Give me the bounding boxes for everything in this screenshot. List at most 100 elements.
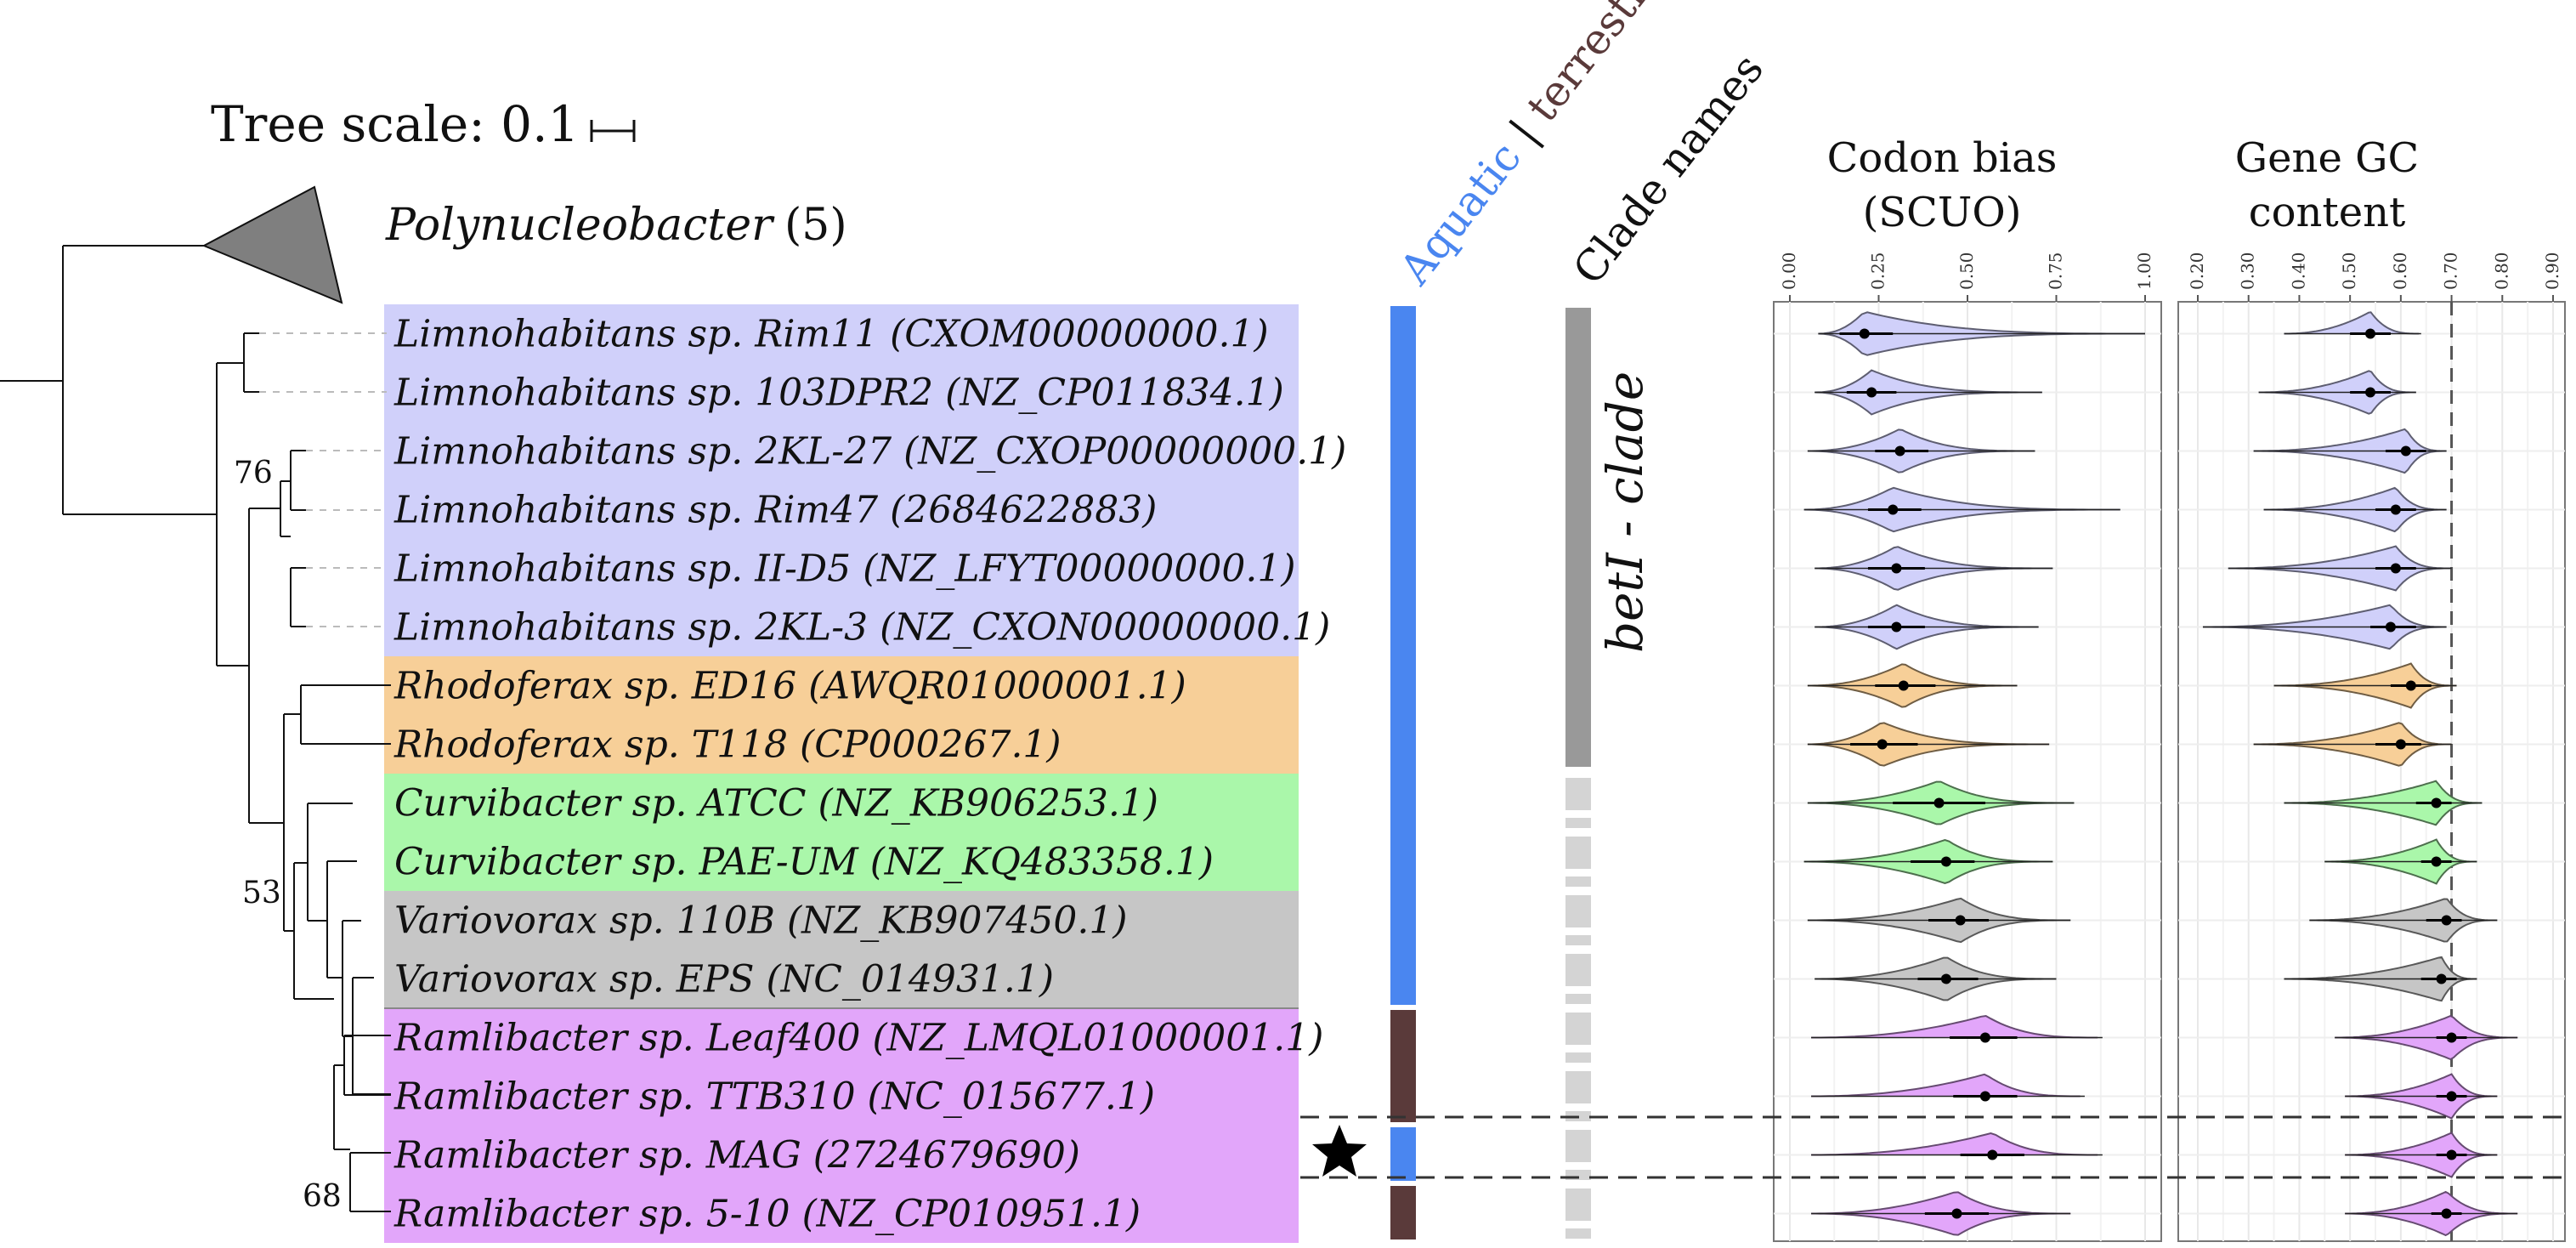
taxon-label: Curvibacter sp. PAE-UM (NZ_KQ483358.1)	[394, 841, 1214, 884]
violin-median	[2365, 387, 2376, 398]
taxon-row-bg	[384, 891, 1299, 950]
taxon-row-bg	[384, 1126, 1299, 1184]
violin-median	[1979, 1091, 1990, 1102]
codon-title-line2: (SCUO)	[1863, 189, 2022, 236]
tick-label: 0.70	[2441, 252, 2461, 290]
gc-title-line1: Gene GC	[2235, 134, 2419, 182]
taxon-label: Ramlibacter sp. MAG (2724679690)	[393, 1134, 1080, 1177]
taxon-row-bg	[384, 539, 1299, 598]
taxon-row-bg	[384, 656, 1299, 715]
taxon-row-bg	[384, 480, 1299, 539]
taxon-label: Ramlibacter sp. Leaf400 (NZ_LMQL01000001…	[393, 1017, 1323, 1060]
clade-label: betI - clade	[1596, 372, 1654, 653]
support-value-53: 53	[242, 876, 281, 910]
tree-leader-lines	[259, 332, 387, 627]
violin-median	[1859, 328, 1870, 339]
violin-median	[2390, 563, 2401, 574]
taxa-backgrounds	[384, 304, 1299, 1243]
taxon-row-bg	[384, 950, 1299, 1008]
violin-median	[1888, 504, 1899, 515]
collapsed-clade-label: Polynucleobacter (5)	[385, 200, 847, 251]
violin-median	[1940, 973, 1951, 984]
taxon-label: Limnohabitans sp. 103DPR2 (NZ_CP011834.1…	[393, 372, 1284, 415]
violin-median	[1891, 563, 1902, 574]
taxon-label: Rhodoferax sp. T118 (CP000267.1)	[393, 723, 1062, 767]
clade-bar-none	[1565, 1013, 1591, 1045]
violin-median	[1955, 915, 1966, 926]
taxon-row-bg	[384, 598, 1299, 656]
codon-bias-panel: 0.00 0.25 0.50 0.75 1.00	[1773, 252, 2162, 1242]
violin-median	[1940, 856, 1951, 867]
violin	[2284, 311, 2420, 335]
violin-median	[1891, 621, 1902, 633]
violin-median	[1894, 445, 1905, 457]
violin-median	[2390, 504, 2401, 515]
tick-label: 0.80	[2491, 252, 2511, 290]
collapsed-clade-triangle	[201, 185, 343, 304]
taxon-row-bg	[384, 1184, 1299, 1243]
taxon-label: Limnohabitans sp. II-D5 (NZ_LFYT00000000…	[393, 547, 1296, 591]
violin-median	[2400, 445, 2411, 457]
tree-branches	[0, 245, 391, 1212]
violin-median	[2431, 797, 2442, 808]
tree-scale-label: Tree scale: 0.1	[211, 95, 579, 153]
violin-median	[2446, 1032, 2457, 1043]
habitat-block-aquatic	[1390, 306, 1416, 1005]
habitat-block-aquatic	[1390, 1127, 1416, 1181]
habitat-block-terrestrial	[1390, 1186, 1416, 1239]
taxon-label: Limnohabitans sp. 2KL-27 (NZ_CXOP0000000…	[393, 430, 1346, 474]
codon-title-line1: Codon bias	[1827, 134, 2058, 182]
violin-median	[2405, 680, 2416, 691]
taxon-label: Variovorax sp. 110B (NZ_KB907450.1)	[394, 899, 1128, 943]
violin-median	[1933, 797, 1945, 808]
taxon-row-bg	[384, 304, 1299, 363]
support-value-68: 68	[303, 1179, 342, 1214]
taxon-label: Ramlibacter sp. TTB310 (NC_015677.1)	[393, 1075, 1155, 1119]
gc-content-panel: 0.20 0.30 0.40 0.50 0.60 0.70 0.80 0.90	[2177, 252, 2566, 1242]
clade-bar-none	[1565, 994, 1591, 1004]
violin	[1811, 1073, 2081, 1098]
violin-median	[2441, 915, 2452, 926]
star-icon	[1312, 1125, 1367, 1177]
tick-label: 0.90	[2542, 252, 2562, 290]
tick-label: 0.60	[2390, 252, 2410, 290]
collapsed-clade-name: Polynucleobacter	[385, 200, 775, 251]
violin-median	[2395, 739, 2406, 750]
taxon-label: Limnohabitans sp. Rim11 (CXOM00000000.1)	[393, 313, 1269, 356]
taxon-row-bg	[384, 422, 1299, 480]
clade-bar-none	[1565, 1130, 1591, 1162]
taxon-row-bg	[384, 1008, 1299, 1067]
violin-median	[1877, 739, 1888, 750]
violin-median	[1979, 1032, 1990, 1043]
habitat-strip	[1390, 306, 1416, 1239]
taxa-labels: Limnohabitans sp. Rim11 (CXOM00000000.1)…	[393, 313, 1346, 1236]
taxon-label: Curvibacter sp. ATCC (NZ_KB906253.1)	[394, 782, 1158, 825]
tick-label: 0.40	[2288, 252, 2308, 290]
clade-bar-none	[1565, 1188, 1591, 1221]
tick-label: 0.50	[2339, 252, 2359, 290]
clade-bar-none	[1565, 837, 1591, 869]
habitat-terrestrial-label: terrestrial	[1517, 0, 1691, 131]
tick-label: 0.30	[2238, 252, 2258, 290]
tree-scale-bar	[590, 120, 636, 142]
taxon-row-bg	[384, 1067, 1299, 1126]
clade-strip	[1565, 308, 1591, 1239]
violin-median	[2431, 856, 2442, 867]
violin-median	[2365, 328, 2376, 339]
violin-median	[2436, 973, 2447, 984]
clade-bar-betI	[1565, 308, 1591, 767]
clade-bar-none	[1565, 954, 1591, 986]
violin	[1811, 1014, 2098, 1039]
habitat-block-terrestrial	[1390, 1010, 1416, 1122]
clade-bar-none	[1565, 818, 1591, 828]
habitat-header: Aquatic | terrestrial	[1390, 0, 1691, 294]
violin-median	[1987, 1149, 1998, 1160]
taxon-label: Variovorax sp. EPS (NC_014931.1)	[394, 958, 1054, 1001]
clade-bar-none	[1565, 1052, 1591, 1063]
taxon-row-bg	[384, 832, 1299, 891]
violin-median	[2446, 1149, 2457, 1160]
violin-median	[1866, 387, 1877, 398]
violin	[1811, 1132, 2098, 1156]
violin-median	[2446, 1091, 2457, 1102]
